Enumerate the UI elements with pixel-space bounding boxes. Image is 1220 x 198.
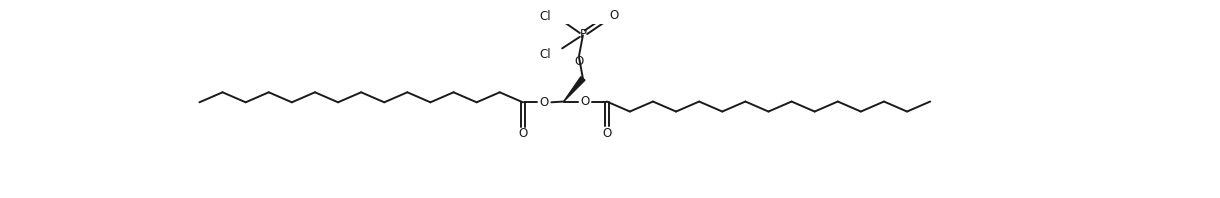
Text: O: O <box>575 55 583 68</box>
Text: O: O <box>518 127 527 140</box>
Text: Cl: Cl <box>539 48 550 61</box>
Text: O: O <box>539 96 549 109</box>
Text: P: P <box>580 28 587 41</box>
Text: O: O <box>581 95 589 108</box>
Text: Cl: Cl <box>539 10 550 23</box>
Text: O: O <box>609 9 619 22</box>
Polygon shape <box>564 77 584 102</box>
Text: O: O <box>603 127 611 140</box>
